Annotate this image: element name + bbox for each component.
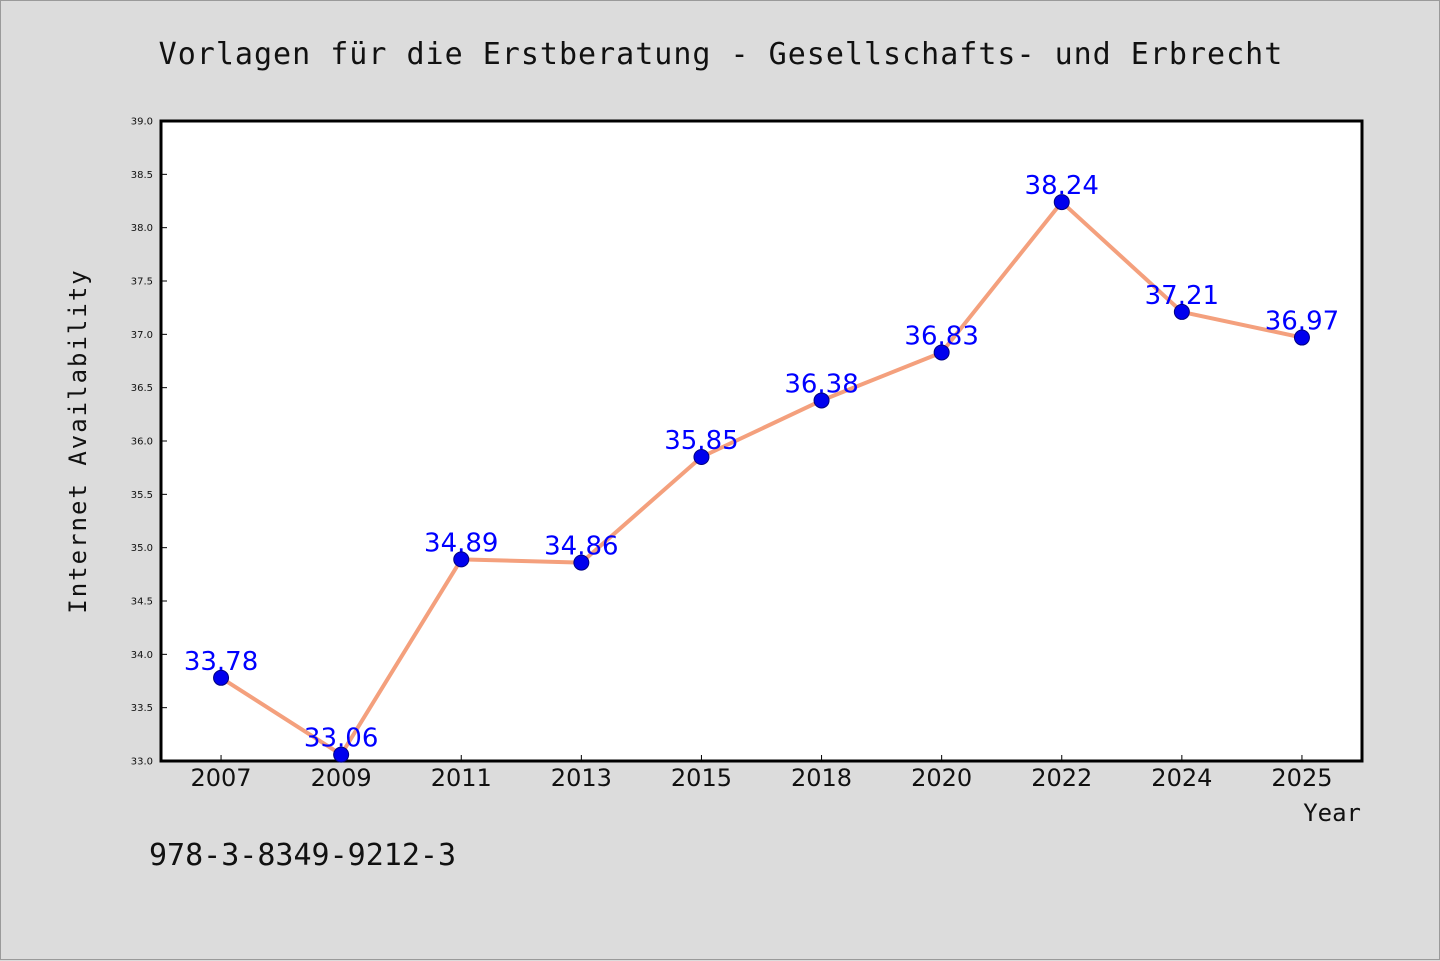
data-label: 34.89 — [424, 528, 498, 558]
y-tick-label: 35.0 — [131, 543, 153, 554]
data-point — [813, 392, 830, 409]
data-label: 37.21 — [1145, 281, 1219, 311]
x-tick-label: 2022 — [1031, 764, 1092, 792]
y-tick-label: 37.5 — [131, 277, 153, 288]
chart-title: Vorlagen für die Erstberatung - Gesellsc… — [159, 37, 1284, 72]
data-label: 35.85 — [664, 426, 738, 456]
isbn-text: 978-3-8349-9212-3 — [149, 838, 456, 873]
data-label: 36.97 — [1265, 307, 1339, 337]
y-tick-label: 36.0 — [131, 437, 153, 448]
data-point — [213, 669, 230, 686]
x-tick-label: 2025 — [1271, 764, 1332, 792]
y-tick-label: 38.0 — [131, 223, 153, 234]
data-point — [693, 449, 710, 465]
data-label: 33.06 — [304, 724, 378, 754]
y-axis-label: Internet Availability — [64, 268, 92, 613]
data-label: 38.24 — [1025, 171, 1099, 201]
x-tick-label: 2015 — [671, 764, 732, 792]
data-label: 33.78 — [184, 647, 258, 677]
data-label: 34.86 — [544, 532, 618, 562]
series-internet-availability — [213, 194, 1310, 763]
data-point — [933, 344, 950, 361]
x-tick-label: 2009 — [311, 764, 372, 792]
data-point — [573, 554, 590, 571]
y-tick-label: 37.0 — [131, 330, 153, 341]
y-axis: 33.0 33.5 34.0 34.5 35.0 35.5 36.0 36.5 37.0 37.5… — [131, 117, 167, 768]
y-tick-label: 34.0 — [131, 650, 153, 661]
data-label: 36.83 — [904, 321, 978, 351]
x-tick-label: 2011 — [431, 764, 492, 792]
y-tick-label: 34.5 — [131, 597, 153, 608]
data-labels: 33.78 33.06 34.89 34.86 35.85 36.38 36.83 38.24… — [184, 171, 1339, 754]
data-point — [1053, 194, 1070, 211]
x-tick-label: 2018 — [791, 764, 852, 792]
y-tick-label: 39.0 — [131, 117, 153, 128]
data-label: 36.38 — [784, 369, 858, 399]
data-point — [333, 746, 350, 763]
x-tick-label: 2007 — [191, 764, 252, 792]
x-tick-label: 2020 — [911, 764, 972, 792]
y-tick-label: 33.5 — [131, 703, 153, 714]
data-point — [1173, 303, 1190, 320]
x-tick-label: 2013 — [551, 764, 612, 792]
series-line — [219, 200, 1304, 757]
data-point — [1293, 329, 1310, 346]
y-tick-label: 33.0 — [131, 757, 153, 768]
x-axis-label: Year — [1303, 799, 1361, 827]
x-tick-label: 2024 — [1151, 764, 1212, 792]
y-tick-label: 38.5 — [131, 170, 153, 181]
y-tick-label: 35.5 — [131, 490, 153, 501]
plot-area — [159, 119, 1364, 763]
data-point — [453, 551, 470, 568]
x-axis: 2007 2009 2011 2013 2015 2018 2020 2022 2024 2025 — [191, 755, 1332, 792]
y-tick-label: 36.5 — [131, 383, 153, 394]
